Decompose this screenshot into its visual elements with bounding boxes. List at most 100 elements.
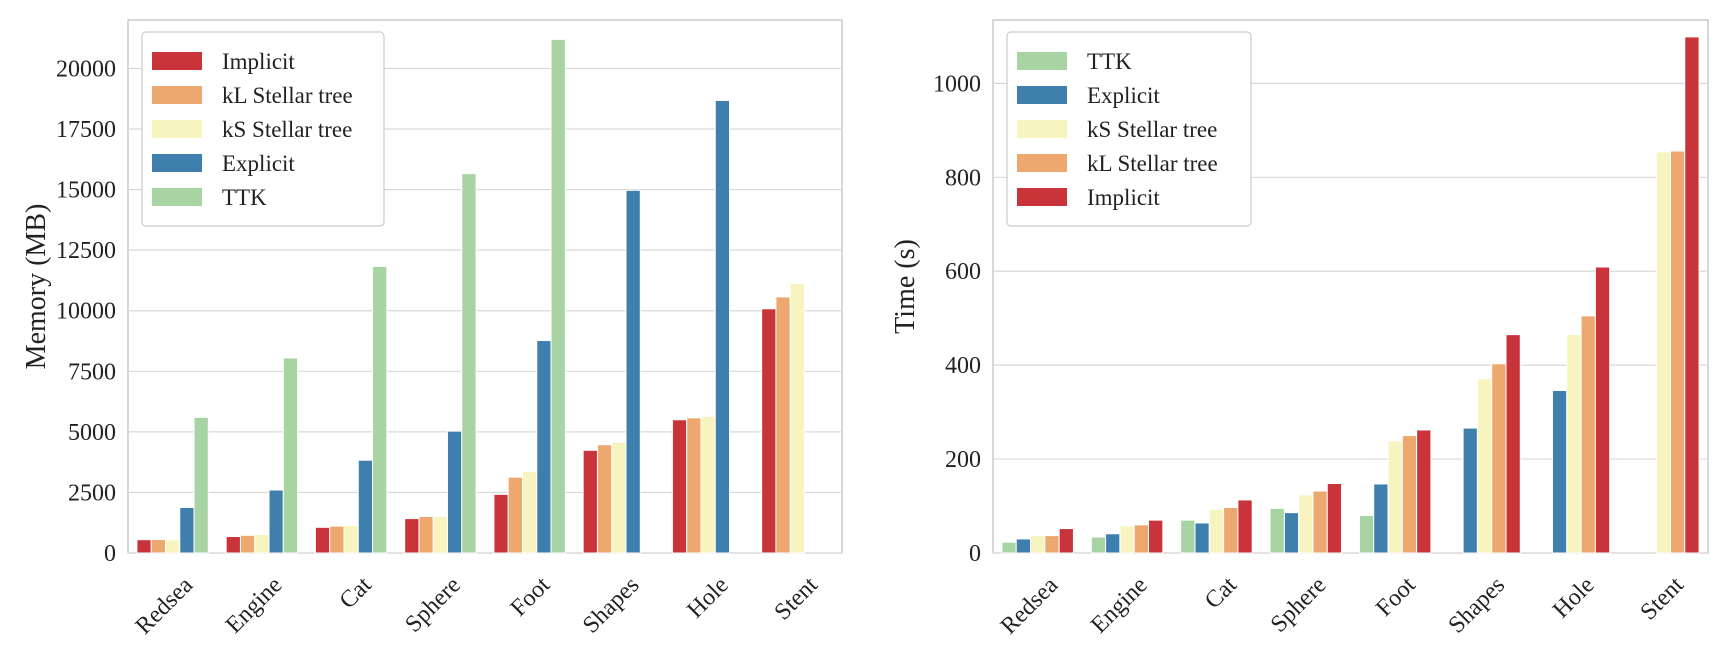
y-tick-label: 7500	[68, 359, 116, 385]
bar	[507, 476, 523, 554]
y-tick-label: 600	[945, 259, 981, 285]
y-tick-label: 20000	[56, 56, 116, 82]
legend-box	[1006, 31, 1252, 227]
bar	[1180, 519, 1196, 554]
bar	[282, 357, 299, 554]
bar	[1298, 494, 1314, 554]
bar	[225, 536, 241, 554]
x-tick-label: Redsea	[131, 572, 199, 640]
x-tick-label: Engine	[1086, 572, 1152, 638]
bar	[686, 417, 702, 554]
x-tick-label: Cat	[335, 572, 377, 614]
bar	[1208, 508, 1225, 554]
bar	[1655, 151, 1671, 554]
bar	[1551, 390, 1568, 554]
y-tick-label: 2500	[68, 480, 116, 506]
bar	[1044, 535, 1060, 554]
y-axis-label: Time (s)	[890, 239, 921, 334]
bar	[1001, 541, 1017, 554]
legend-swatch	[1017, 86, 1067, 104]
x-tick-label: Shapes	[1444, 572, 1510, 638]
bar	[432, 515, 449, 554]
legend: Implicit kL Stellar tree kS Stellar tree Ex…	[141, 31, 385, 227]
y-axis-label: Memory (MB)	[21, 204, 52, 370]
bar	[239, 534, 256, 554]
bar	[789, 282, 806, 554]
bar	[461, 173, 477, 554]
x-tick-label: Cat	[1200, 572, 1242, 614]
bar	[761, 308, 777, 554]
legend-entry: TTK	[1087, 49, 1132, 74]
bar	[671, 419, 688, 554]
bar	[1269, 507, 1285, 554]
bar	[268, 489, 284, 554]
y-tick-label: 800	[945, 165, 981, 191]
bar	[700, 415, 716, 554]
legend-swatch	[152, 188, 202, 206]
legend-entry: kS Stellar tree	[222, 117, 352, 142]
bar	[314, 526, 331, 554]
bar	[1105, 533, 1121, 554]
y-tick-label: 1000	[933, 71, 981, 97]
bar	[611, 441, 627, 554]
bar	[1133, 524, 1150, 554]
legend-swatch	[1017, 52, 1067, 70]
y-tick-label: 17500	[56, 117, 116, 143]
bar	[1462, 427, 1478, 554]
bar	[1194, 522, 1210, 554]
y-tick-label: 12500	[56, 238, 116, 264]
bar	[536, 340, 552, 554]
legend-swatch	[1017, 188, 1067, 206]
legend-entry: kS Stellar tree	[1087, 117, 1217, 142]
y-tick-label: 200	[945, 447, 981, 473]
x-tick-label: Foot	[1371, 572, 1421, 622]
bar	[1505, 334, 1521, 554]
x-tick-label: Hole	[682, 572, 733, 623]
bar	[1491, 363, 1507, 554]
bar	[179, 506, 195, 554]
y-tick-label: 0	[969, 541, 981, 567]
y-tick-label: 400	[945, 353, 981, 379]
bar	[418, 515, 434, 554]
x-tick-label: Stent	[770, 572, 824, 626]
bar	[404, 518, 420, 554]
x-tick-label: Engine	[221, 572, 287, 638]
y-tick-label: 15000	[56, 178, 116, 204]
bar	[447, 430, 463, 554]
legend-box	[141, 31, 385, 227]
legend-entry: Explicit	[222, 151, 295, 176]
x-tick-label: Sphere	[400, 572, 466, 638]
bar	[1401, 435, 1418, 554]
bar	[1580, 315, 1596, 554]
bar	[1312, 490, 1328, 554]
bar	[1387, 440, 1403, 554]
bar	[550, 38, 566, 554]
bar	[1058, 528, 1074, 554]
x-tick-label: Sphere	[1266, 572, 1332, 638]
legend-swatch	[1017, 120, 1067, 138]
bar	[254, 534, 270, 554]
x-tick-label: Hole	[1548, 572, 1599, 623]
bar	[150, 538, 166, 554]
legend-entry: Explicit	[1087, 83, 1160, 108]
bar	[1119, 525, 1135, 554]
chart-panel-1: 0 2500 5000 7500 10000 12500 15000 17500 20000 Me…	[21, 19, 843, 640]
y-tick-label: 0	[104, 541, 116, 567]
bar	[1416, 429, 1432, 554]
bar	[596, 444, 613, 554]
y-tick-label: 10000	[56, 299, 116, 325]
bar	[625, 189, 641, 554]
bar	[521, 470, 538, 554]
legend-swatch	[152, 154, 202, 172]
legend-entry: Implicit	[222, 49, 295, 74]
legend-entry: kL Stellar tree	[222, 83, 353, 108]
bar	[193, 416, 209, 554]
bar	[1373, 483, 1389, 554]
bar	[1030, 535, 1046, 554]
bar	[357, 459, 374, 554]
bar	[493, 493, 509, 554]
bar	[136, 539, 152, 554]
bar	[1326, 482, 1343, 554]
y-tick-label: 5000	[68, 420, 116, 446]
